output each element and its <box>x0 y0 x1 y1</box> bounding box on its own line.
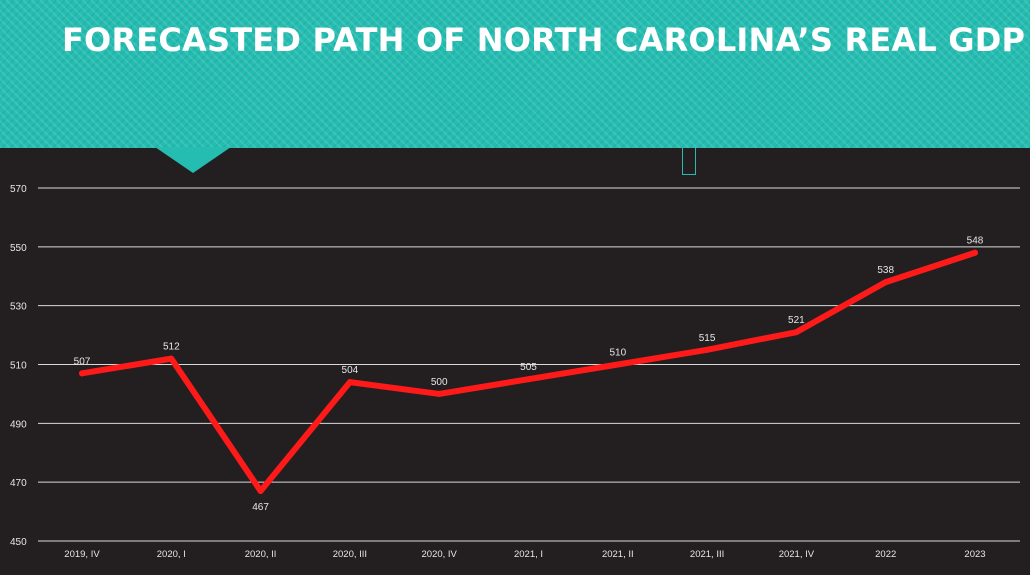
x-tick-label-10: 2023 <box>964 549 985 560</box>
data-label-8: 521 <box>788 315 805 326</box>
x-tick-label-6: 2021, II <box>602 549 634 560</box>
text-cursor-marker <box>682 148 696 175</box>
data-label-7: 515 <box>699 333 716 344</box>
data-label-10: 548 <box>967 236 984 247</box>
x-tick-label-8: 2021, IV <box>779 549 815 560</box>
data-label-1: 512 <box>163 342 180 353</box>
x-tick-label-1: 2020, I <box>157 549 186 560</box>
y-tick-label-510: 510 <box>10 361 27 372</box>
y-tick-label-490: 490 <box>10 419 27 430</box>
slide-title: FORECASTED PATH OF NORTH CAROLINA’S REAL… <box>62 21 1026 59</box>
x-tick-label-0: 2019, IV <box>64 549 100 560</box>
title-banner <box>0 0 1030 148</box>
y-tick-label-470: 470 <box>10 478 27 489</box>
data-label-5: 505 <box>520 362 537 373</box>
data-label-9: 538 <box>877 265 894 276</box>
x-tick-label-4: 2020, IV <box>422 549 458 560</box>
y-tick-label-550: 550 <box>10 243 27 254</box>
data-label-3: 504 <box>342 365 359 376</box>
data-label-6: 510 <box>609 348 626 359</box>
data-point-4 <box>436 390 443 397</box>
data-label-0: 507 <box>74 356 91 367</box>
data-point-7 <box>704 346 711 353</box>
x-tick-label-3: 2020, III <box>333 549 367 560</box>
y-tick-label-450: 450 <box>10 537 27 548</box>
data-label-2: 467 <box>252 502 269 513</box>
data-point-6 <box>614 361 621 368</box>
data-point-1 <box>168 355 175 362</box>
data-point-2 <box>257 487 264 494</box>
y-tick-label-530: 530 <box>10 302 27 313</box>
data-point-0 <box>79 370 85 377</box>
x-tick-label-2: 2020, II <box>245 549 277 560</box>
data-point-5 <box>525 376 532 383</box>
data-label-4: 500 <box>431 377 448 388</box>
data-point-10 <box>972 249 978 256</box>
data-point-8 <box>793 329 800 336</box>
data-point-9 <box>882 279 889 286</box>
y-tick-label-570: 570 <box>10 184 27 195</box>
banner-notch <box>155 147 231 173</box>
x-tick-label-9: 2022 <box>875 549 896 560</box>
data-point-3 <box>346 379 353 386</box>
x-tick-label-5: 2021, I <box>514 549 543 560</box>
x-tick-label-7: 2021, III <box>690 549 724 560</box>
